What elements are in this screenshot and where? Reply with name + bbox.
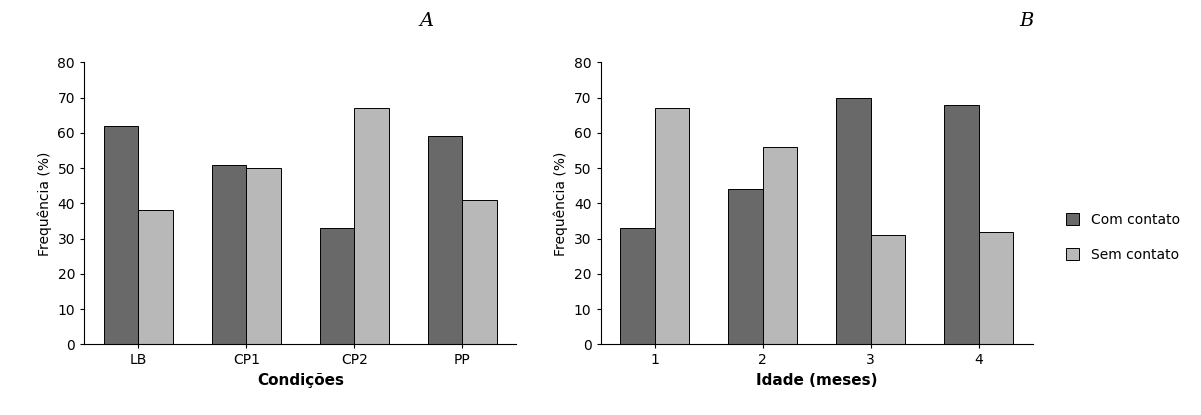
- Text: A: A: [419, 12, 434, 30]
- Bar: [246, 168, 281, 344]
- Bar: [428, 136, 462, 344]
- Bar: [319, 228, 354, 344]
- Y-axis label: Frequência (%): Frequência (%): [554, 151, 568, 256]
- Text: B: B: [1020, 12, 1034, 30]
- Bar: [103, 126, 138, 344]
- Bar: [871, 235, 906, 344]
- X-axis label: Condições: Condições: [257, 373, 343, 388]
- Bar: [354, 108, 389, 344]
- Bar: [211, 164, 246, 344]
- Bar: [944, 105, 979, 344]
- Bar: [462, 200, 497, 344]
- Legend: Com contato, Sem contato: Com contato, Sem contato: [1062, 209, 1184, 266]
- Y-axis label: Frequência (%): Frequência (%): [37, 151, 52, 256]
- X-axis label: Idade (meses): Idade (meses): [755, 373, 878, 388]
- Bar: [655, 108, 689, 344]
- Bar: [138, 210, 173, 344]
- Bar: [763, 147, 797, 344]
- Bar: [728, 189, 763, 344]
- Bar: [620, 228, 655, 344]
- Bar: [979, 232, 1014, 344]
- Bar: [836, 98, 871, 344]
